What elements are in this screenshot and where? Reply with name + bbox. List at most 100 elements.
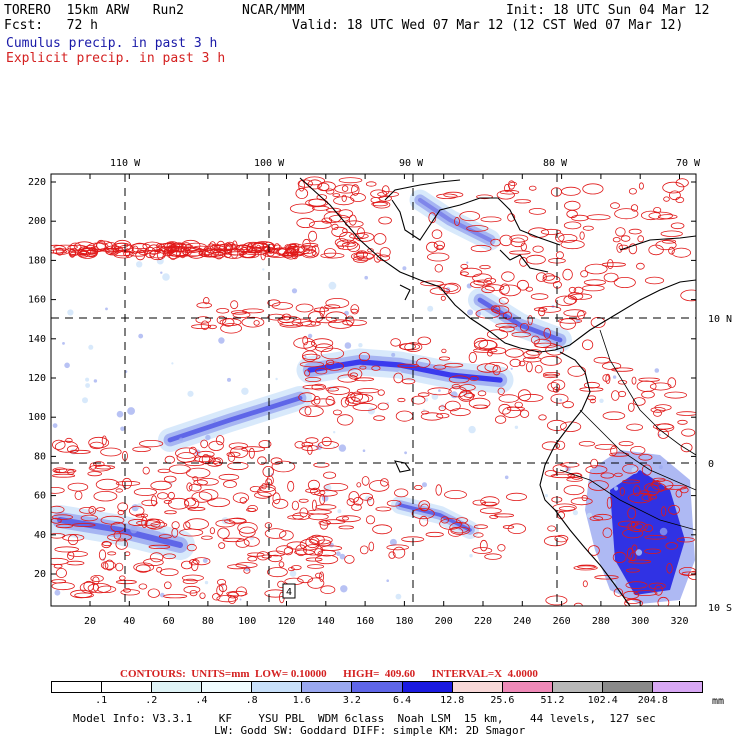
precip-speckle [127, 407, 135, 415]
precip-contour [579, 387, 604, 392]
precip-contour [132, 446, 151, 452]
precip-contour [303, 176, 326, 186]
precip-contour [150, 495, 157, 507]
precip-contour [657, 596, 670, 606]
precip-speckle [427, 305, 434, 312]
precip-contour [216, 308, 230, 314]
precip-contour [291, 500, 299, 511]
precip-contour [454, 216, 460, 227]
precip-speckle [159, 527, 165, 534]
precip-contour [341, 194, 347, 202]
precip-contour [526, 254, 546, 265]
precip-contour [302, 238, 311, 250]
precip-contour [201, 453, 210, 465]
precip-contour [675, 178, 689, 188]
y-tick-label: 180 [28, 255, 46, 266]
precip-contour [80, 514, 98, 522]
precip-contour [459, 271, 469, 276]
precip-contour [538, 414, 547, 421]
colorbar-label: 6.4 [393, 695, 412, 706]
colorbar-label: 1.6 [292, 695, 311, 706]
precip-contour [184, 497, 200, 510]
precip-contour [448, 375, 470, 384]
precip-contour [247, 556, 258, 562]
precip-contour [533, 307, 548, 312]
x-tick-label: 40 [123, 616, 135, 627]
x-tick-label: 260 [553, 616, 571, 627]
y-tick-label: 200 [28, 216, 46, 227]
precip-contour [345, 393, 370, 405]
precip-contour [93, 461, 105, 467]
precip-contour [677, 419, 688, 425]
precip-speckle [386, 579, 390, 582]
precip-speckle [171, 362, 174, 365]
colorbar-cell [352, 682, 403, 692]
precip-contour [227, 251, 247, 256]
precip-contour [117, 509, 125, 516]
precip-contour [316, 194, 328, 201]
precip-contour [466, 225, 489, 232]
precip-contour [302, 350, 318, 362]
init-time: Init: 18 UTC Sun 04 Mar 12 [506, 3, 710, 18]
precip-contour [216, 594, 238, 603]
precip-contour [666, 562, 673, 574]
precip-contour [264, 522, 273, 529]
precip-contour [372, 200, 391, 209]
precip-contour [336, 239, 358, 251]
precip-contour [78, 251, 90, 256]
precip-contour [88, 464, 111, 472]
precip-contour [544, 470, 557, 477]
precip-contour [107, 533, 132, 542]
precip-contour [273, 244, 282, 251]
lat-label: 10 S [708, 603, 732, 614]
precip-contour [95, 478, 120, 491]
precip-contour [675, 196, 685, 203]
precip-speckle [559, 398, 562, 402]
precip-contour [304, 376, 322, 382]
precip-contour [419, 515, 429, 527]
precip-contour [121, 477, 132, 489]
precip-contour [628, 188, 637, 195]
precip-speckle [336, 551, 341, 556]
precip-contour [627, 521, 648, 532]
precip-speckle [187, 390, 194, 397]
precip-speckle [291, 288, 298, 294]
precip-contour [633, 590, 658, 596]
precip-contour [213, 457, 224, 466]
precip-contour [319, 571, 325, 582]
precip-contour [641, 494, 651, 501]
precip-contour [582, 284, 605, 292]
precip-contour [479, 507, 502, 514]
precip-contour [347, 241, 361, 253]
precip-contour [472, 547, 493, 554]
precip-contour [337, 245, 344, 250]
precip-contour [638, 182, 644, 190]
precip-contour [473, 279, 493, 286]
precip-contour [479, 264, 491, 270]
precip-contour [67, 445, 80, 454]
precip-contour [163, 475, 177, 483]
precip-contour [585, 465, 608, 475]
precip-contour [509, 358, 522, 367]
precip-contour [138, 249, 149, 256]
precip-contour [304, 406, 312, 416]
precip-contour [477, 390, 487, 397]
precip-contour [201, 249, 227, 257]
precip-contour [247, 243, 253, 253]
precip-contour [501, 271, 515, 282]
precip-contour [116, 579, 137, 585]
precip-speckle [136, 261, 143, 268]
precip-contour [600, 472, 615, 479]
precip-contour [473, 532, 484, 538]
colorbar-labels: .1 .2 .4 .8 1.6 3.2 6.4 12.8 25.6 51.2 102.4 204.8 [51, 695, 703, 707]
precip-contour [582, 225, 594, 231]
precip-contour [499, 283, 510, 295]
precip-contour [399, 343, 420, 351]
precip-contour [180, 239, 201, 252]
precip-contour [209, 527, 215, 535]
precip-contour [612, 551, 627, 564]
x-tick-label: 280 [592, 616, 610, 627]
precip-contour [441, 348, 447, 354]
precip-contour [545, 344, 564, 356]
precip-contour [331, 226, 348, 237]
